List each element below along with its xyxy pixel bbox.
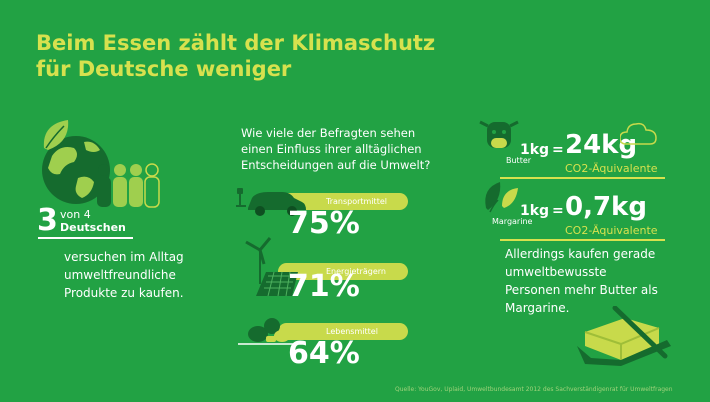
margarine-divider: [500, 239, 665, 241]
globe-people-illustration: [42, 120, 160, 208]
margarine-unit: CO2-Äquivalente: [565, 224, 658, 237]
butter-block-icon: [577, 306, 671, 366]
electric-car-icon: [236, 188, 306, 216]
butter-value: 24kg: [565, 130, 638, 160]
plant-icon: [485, 182, 518, 213]
percent-lebensmittel: 64%: [288, 336, 360, 371]
bar-energietraegern: [278, 263, 408, 280]
butter-equals: =: [552, 142, 564, 158]
stat-divider: [38, 237, 133, 239]
question-line-2: einen Einfluss ihrer alltäglichen: [241, 142, 422, 156]
stat-von: von 4: [60, 208, 91, 221]
page-title: Beim Essen zählt der Klimaschutz für Deu…: [36, 30, 435, 82]
question-line-3: Entscheidungen auf die Umwelt?: [241, 158, 431, 172]
butter-divider: [500, 177, 665, 179]
cloud-icon: [620, 122, 657, 145]
globe-icon: [42, 136, 110, 204]
stat-number: 3: [37, 203, 58, 238]
margarine-equals: =: [552, 203, 564, 219]
butter-unit: CO2-Äquivalente: [565, 162, 658, 175]
leaf-icon: [43, 120, 69, 150]
cow-icon: [479, 120, 519, 148]
bar-label-transportmittel: Transportmittel: [326, 197, 387, 206]
right-body-line-1: Allerdings kaufen gerade: [505, 247, 656, 261]
percent-energietraegern: 71%: [288, 269, 360, 304]
bar-transportmittel: [278, 193, 408, 210]
question-line-1: Wie viele der Befragten sehen: [241, 126, 416, 140]
stat-noun: Deutschen: [60, 221, 126, 234]
survey-question: Wie viele der Befragten sehen einen Einf…: [241, 125, 461, 173]
butter-label: Butter: [506, 156, 532, 165]
margarine-amount: 1kg: [520, 203, 550, 219]
people-icon: [97, 163, 160, 208]
solar-wind-icon: [245, 237, 298, 297]
margarine-value: 0,7kg: [565, 192, 647, 222]
source-note: Quelle: YouGov, Uplaid, Umweltbundesamt …: [395, 386, 673, 393]
left-body-line-3: Produkte zu kaufen.: [64, 286, 184, 300]
title-line-2: für Deutsche weniger: [36, 57, 292, 81]
right-body-line-3: Personen mehr Butter als: [505, 283, 658, 297]
left-body-text: versuchen im Alltag umweltfreundliche Pr…: [64, 248, 214, 302]
right-body-line-4: Margarine.: [505, 301, 570, 315]
right-body-text: Allerdings kaufen gerade umweltbewusste …: [505, 245, 685, 317]
percent-transportmittel: 75%: [288, 206, 360, 241]
food-icon: [238, 318, 306, 345]
margarine-label: Margarine: [492, 217, 533, 226]
title-line-1: Beim Essen zählt der Klimaschutz: [36, 31, 436, 55]
butter-amount: 1kg: [520, 142, 550, 158]
bar-label-lebensmittel: Lebensmittel: [326, 327, 378, 336]
left-body-line-1: versuchen im Alltag: [64, 250, 184, 264]
left-body-line-2: umweltfreundliche: [64, 268, 176, 282]
bar-label-energietraegern: Energieträgern: [326, 267, 386, 276]
bar-lebensmittel: [278, 323, 408, 340]
right-body-line-2: umweltbewusste: [505, 265, 607, 279]
